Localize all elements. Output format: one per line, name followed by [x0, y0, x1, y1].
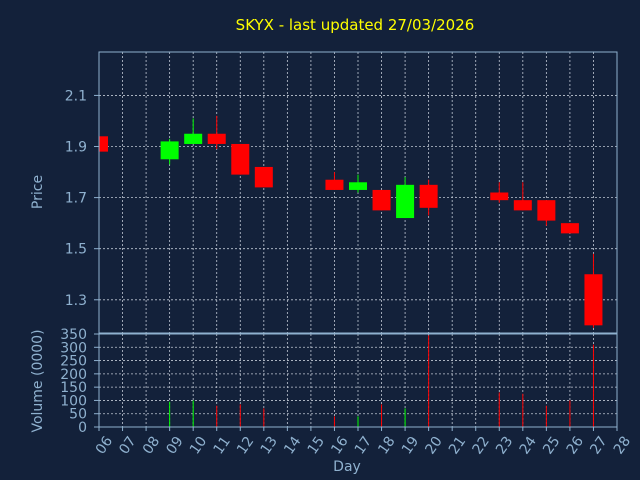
chart-title: SKYX - last updated 27/03/2026 — [236, 16, 475, 34]
candle-body — [184, 133, 203, 144]
candle-body — [372, 189, 391, 211]
price-tick-label: 1.7 — [65, 191, 87, 207]
day-tick-label: 09 — [163, 434, 186, 458]
day-tick-label: 25 — [540, 434, 563, 458]
price-tick-label: 2.1 — [65, 88, 87, 104]
candle-body — [419, 184, 438, 208]
candle-body — [396, 184, 415, 219]
day-tick-label: 16 — [328, 434, 351, 458]
candle-body — [160, 141, 179, 160]
volume-tick-label: 350 — [60, 327, 87, 343]
day-tick-label: 22 — [470, 434, 493, 458]
day-tick-label: 23 — [493, 434, 516, 458]
volume-tick-label: 50 — [69, 407, 87, 423]
volume-tick-label: 0 — [78, 420, 87, 436]
volume-tick-label: 250 — [60, 354, 87, 370]
candle-body — [231, 143, 250, 175]
day-tick-label: 14 — [281, 434, 304, 458]
day-tick-label: 08 — [140, 434, 163, 458]
candle-body — [99, 136, 108, 152]
day-tick-label: 06 — [93, 434, 116, 458]
price-axis-label: Price — [30, 175, 46, 209]
day-tick-label: 19 — [399, 434, 422, 458]
day-axis-label: Day — [333, 459, 361, 475]
candle-body — [490, 192, 509, 201]
day-tick-label: 15 — [305, 434, 328, 458]
volume-tick-label: 150 — [60, 380, 87, 396]
candle-body — [254, 166, 273, 188]
candle-body — [207, 133, 226, 144]
volume-tick-label: 300 — [60, 340, 87, 356]
price-frame — [98, 51, 618, 334]
day-tick-label: 10 — [187, 434, 210, 458]
day-tick-label: 28 — [611, 434, 634, 458]
price-tick-label: 1.9 — [65, 140, 87, 156]
day-tick-label: 12 — [234, 434, 257, 458]
day-tick-labels: 06 07 08 09 10 11 12 13 14 15 16 17 18 19 20 21 22 23 24 25… — [93, 427, 634, 457]
day-tick-label: 21 — [446, 434, 469, 458]
candle-body — [513, 200, 532, 211]
day-tick-label: 17 — [352, 434, 375, 458]
volume-axis-label: Volume (0000) — [30, 329, 46, 432]
day-tick-label: 24 — [517, 434, 540, 458]
day-tick-label: 11 — [211, 434, 234, 458]
day-tick-label: 07 — [116, 434, 139, 458]
day-tick-label: 18 — [375, 434, 398, 458]
candle-body — [325, 179, 344, 190]
candle-body — [537, 200, 556, 221]
day-tick-label: 27 — [587, 434, 610, 458]
price-tick-label: 1.3 — [65, 293, 87, 309]
candle-body — [349, 182, 367, 190]
candle-body — [584, 274, 603, 326]
candle-body — [560, 223, 579, 234]
volume-tick-label: 100 — [60, 393, 87, 409]
price-panel: 1.3 1.5 1.7 1.9 2.1 — [65, 51, 618, 334]
volume-tick-label: 200 — [60, 367, 87, 383]
day-tick-label: 26 — [564, 434, 587, 458]
day-tick-label: 13 — [258, 434, 281, 458]
day-tick-label: 20 — [422, 434, 445, 458]
price-tick-label: 1.5 — [65, 242, 87, 258]
